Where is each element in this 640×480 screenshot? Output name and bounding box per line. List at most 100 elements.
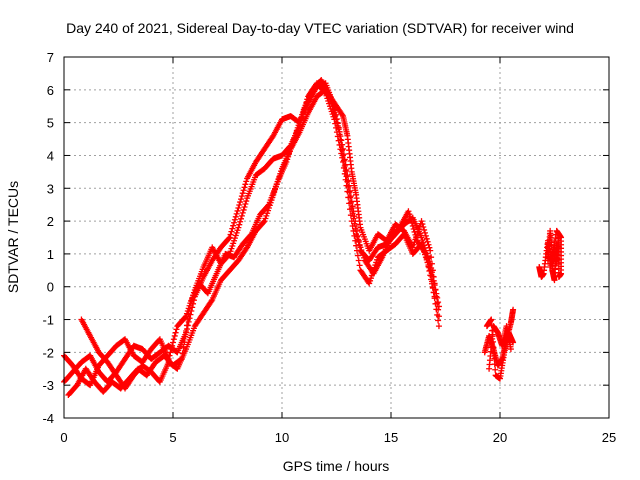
data-point [488, 316, 495, 323]
data-point [551, 238, 558, 245]
data-point [349, 210, 356, 217]
data-point [333, 119, 340, 126]
data-point [334, 122, 341, 129]
data-point [347, 199, 354, 206]
data-point [239, 190, 246, 197]
data-point [238, 215, 245, 222]
x-tick-label: 0 [60, 430, 67, 445]
data-point [170, 339, 176, 346]
x-tick-label: 15 [384, 430, 398, 445]
data-point [422, 232, 429, 239]
data-point [418, 218, 425, 225]
data-point [228, 228, 235, 235]
data-point [233, 210, 240, 217]
data-point [231, 219, 238, 226]
data-point [419, 221, 426, 228]
data-point [170, 336, 177, 343]
data-point [330, 106, 337, 113]
data-point [332, 113, 339, 120]
data-point [407, 214, 414, 221]
data-point [428, 260, 435, 267]
data-point [356, 262, 363, 269]
data-point [410, 225, 417, 232]
data-point [240, 206, 247, 213]
data-point [491, 361, 498, 368]
data-point [340, 159, 347, 166]
data-point [241, 184, 248, 191]
data-point [239, 209, 246, 216]
y-tick-label: -2 [42, 345, 54, 360]
data-point [553, 227, 560, 234]
data-point [552, 235, 559, 242]
x-tick-label: 10 [275, 430, 289, 445]
data-point [238, 196, 245, 203]
data-point [173, 326, 180, 333]
data-point [406, 211, 413, 218]
data-point [431, 280, 438, 287]
data-point [208, 298, 215, 305]
data-point [426, 267, 433, 274]
data-point [353, 247, 360, 254]
data-point [243, 178, 250, 185]
data-point [490, 350, 497, 357]
data-point [238, 193, 245, 200]
x-axis-label: GPS time / hours [283, 458, 390, 474]
data-point [507, 346, 514, 353]
data-point [235, 204, 242, 211]
data-point [435, 317, 442, 324]
data-point [434, 300, 441, 307]
data-point [183, 322, 190, 329]
data-point [229, 225, 236, 232]
data-point [339, 147, 346, 154]
y-tick-label: -3 [42, 378, 54, 393]
y-tick-label: 3 [47, 181, 54, 196]
data-point [182, 333, 189, 340]
data-points [61, 76, 565, 399]
x-tick-label: 5 [169, 430, 176, 445]
data-point [226, 234, 233, 241]
data-point [428, 254, 435, 261]
data-point [424, 238, 431, 245]
data-point [408, 217, 415, 224]
data-point [346, 189, 353, 196]
y-tick-label: 2 [47, 214, 54, 229]
data-point [236, 221, 243, 228]
data-point [354, 252, 361, 259]
data-point [435, 323, 442, 330]
data-point [337, 136, 344, 143]
data-point [427, 247, 434, 254]
data-point [340, 152, 347, 159]
y-tick-label: 1 [47, 247, 54, 262]
data-point [353, 242, 360, 249]
data-point [430, 273, 437, 280]
data-point [435, 306, 442, 313]
data-point [335, 126, 342, 133]
y-tick-label: 5 [47, 116, 54, 131]
data-point [422, 229, 429, 236]
y-tick-label: 0 [47, 280, 54, 295]
axis-ticks: 0 5 10 15 20 25 -4 -3 -2 -1 0 1 2 3 4 5 6 7 [42, 50, 616, 445]
data-point [490, 338, 497, 345]
data-point [424, 259, 431, 266]
x-tick-label: 20 [493, 430, 507, 445]
data-point [425, 241, 432, 248]
data-point [435, 313, 442, 320]
data-point [422, 249, 429, 256]
data-point [338, 141, 345, 148]
y-tick-label: -1 [42, 313, 54, 328]
data-point [342, 168, 349, 175]
data-point [422, 250, 429, 257]
data-point [227, 231, 234, 238]
data-point [333, 116, 340, 123]
data-point [235, 224, 242, 231]
series-track-d [78, 86, 442, 392]
data-point [184, 316, 191, 323]
data-point [408, 220, 415, 227]
chart-title: Day 240 of 2021, Sidereal Day-to-day VTE… [66, 20, 574, 36]
grid [64, 57, 609, 418]
data-point [225, 235, 232, 242]
data-point [432, 287, 439, 294]
data-point [171, 332, 178, 339]
data-point [425, 263, 432, 270]
data-point [344, 178, 351, 185]
